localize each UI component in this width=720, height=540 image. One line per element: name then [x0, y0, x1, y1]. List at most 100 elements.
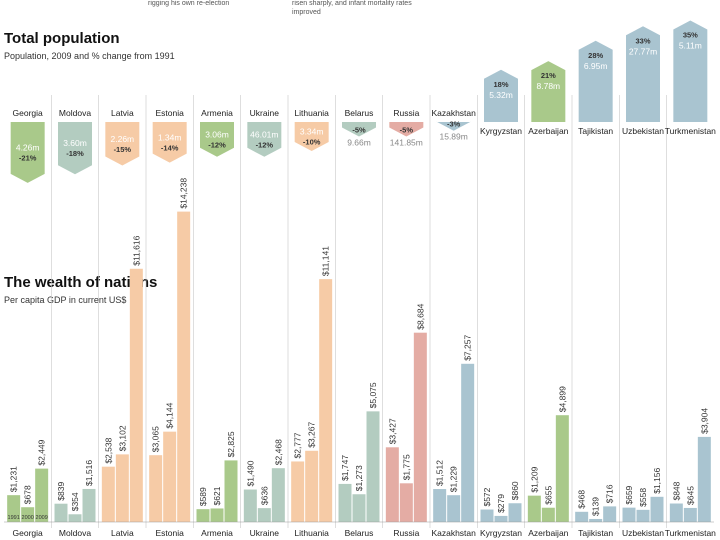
gdp-country-label: Lithuania [294, 528, 329, 538]
gdp-country-label: Moldova [59, 528, 91, 538]
gdp-bar-kyrgyzstan-2000 [494, 515, 508, 522]
population-2009-label: 3.06m [205, 129, 229, 139]
gdp-value-label: $1,747 [340, 455, 350, 481]
gdp-bar-tajikistan-1991 [575, 511, 589, 522]
gdp-value-label: $279 [496, 494, 506, 513]
population-2009-label: 3.34m [300, 127, 324, 137]
gdp-bar-tajikistan-2000 [589, 518, 603, 522]
population-pct-label: -21% [19, 153, 37, 162]
gdp-country-label: Armenia [201, 528, 233, 538]
gdp-bar-russia-2000 [399, 483, 413, 522]
population-country-label: Lithuania [294, 108, 329, 118]
population-subtitle: Population, 2009 and % change from 1991 [4, 51, 175, 61]
population-country-label: Tajikistan [578, 126, 613, 136]
gdp-bar-ukraine-2009 [271, 468, 285, 522]
gdp-value-label: $14,238 [179, 178, 189, 209]
population-arrow-russia [389, 122, 424, 137]
gdp-bar-armenia-1991 [196, 509, 210, 522]
population-arrow-lithuania [294, 122, 329, 151]
header-note-right-line1: risen sharply, and infant mortality rate… [292, 0, 412, 7]
gdp-country-label: Estonia [155, 528, 184, 538]
gdp-bar-latvia-2009 [129, 268, 143, 522]
population-arrow-estonia [152, 122, 187, 163]
gdp-country-label: Russia [393, 528, 419, 538]
gdp-bar-uzbekistan-2000 [636, 509, 650, 522]
gdp-value-label: $716 [605, 484, 615, 503]
gdp-value-label: $558 [638, 488, 648, 507]
population-pct-label: 33% [635, 36, 650, 45]
wealth-title: The wealth of nations [4, 274, 158, 291]
gdp-value-label: $1,156 [652, 468, 662, 494]
gdp-bar-belarus-2000 [352, 494, 366, 522]
population-country-label: Moldova [59, 108, 91, 118]
gdp-value-label: $1,512 [435, 460, 445, 486]
gdp-value-label: $659 [624, 485, 634, 504]
population-country-label: Belarus [345, 108, 374, 118]
gdp-value-label: $11,616 [131, 235, 141, 265]
gdp-bar-armenia-2009 [224, 460, 238, 522]
gdp-value-label: $11,141 [321, 246, 331, 276]
gdp-value-label: $589 [198, 487, 208, 506]
gdp-bar-moldova-1991 [54, 503, 68, 522]
gdp-value-label: $2,777 [293, 432, 303, 458]
gdp-country-label: Uzbekistan [622, 528, 664, 538]
gdp-bar-kazakhstan-1991 [433, 489, 447, 522]
gdp-bar-russia-2009 [413, 332, 427, 522]
gdp-country-label: Turkmenistan [665, 528, 716, 538]
population-arrow-turkmenistan [673, 20, 708, 122]
population-country-label: Kazakhstan [431, 108, 476, 118]
gdp-value-label: $1,273 [354, 465, 364, 491]
population-country-label: Ukraine [250, 108, 280, 118]
population-arrow-moldova [58, 122, 92, 175]
gdp-value-label: $3,904 [699, 408, 709, 434]
gdp-bar-moldova-2000 [68, 514, 82, 522]
population-country-label: Uzbekistan [622, 126, 664, 136]
gdp-value-label: $3,065 [151, 426, 161, 452]
population-title: Total population [4, 30, 120, 47]
gdp-bar-latvia-2000 [115, 454, 129, 522]
gdp-country-label: Kazakhstan [431, 528, 476, 538]
population-pct-label: -14% [161, 143, 179, 152]
gdp-bar-turkmenistan-2000 [683, 507, 697, 522]
gdp-bar-lithuania-2009 [319, 279, 333, 522]
population-country-label: Kyrgyzstan [480, 126, 522, 136]
population-2009-label: 3.60m [63, 138, 87, 148]
gdp-value-label: $354 [70, 492, 80, 511]
population-pct-label: -18% [66, 149, 84, 158]
gdp-bar-estonia-1991 [149, 455, 163, 522]
gdp-bar-azerbaijan-2000 [541, 507, 555, 522]
gdp-bar-armenia-2000 [210, 508, 224, 522]
gdp-bar-kyrgyzstan-2009 [508, 503, 522, 522]
population-pct-label: -12% [256, 140, 274, 149]
population-2009-label: 1.34m [158, 132, 182, 142]
gdp-value-label: $1,209 [529, 466, 539, 492]
gdp-bar-tajikistan-2009 [603, 506, 617, 522]
population-pct-label: -10% [303, 138, 321, 147]
population-2009-label: 46.01m [250, 129, 278, 139]
gdp-country-label: Belarus [345, 528, 374, 538]
population-2009-label: 141.85m [390, 138, 423, 148]
population-arrow-ukraine [247, 122, 282, 157]
population-2009-label: 6.95m [584, 61, 608, 71]
gdp-value-label: $1,516 [84, 460, 94, 486]
header-note-left: rigging his own re-election [148, 0, 230, 7]
gdp-value-label: $572 [482, 487, 492, 506]
population-country-label: Armenia [201, 108, 233, 118]
gdp-value-label: $2,538 [103, 437, 113, 463]
gdp-value-label: $1,229 [449, 466, 459, 492]
gdp-bar-kazakhstan-2000 [447, 495, 461, 522]
header-note-right: risen sharply, and infant mortality rate… [292, 0, 412, 17]
gdp-value-label: $678 [23, 485, 33, 504]
population-arrow-latvia [105, 122, 140, 166]
gdp-value-label: $655 [543, 486, 553, 505]
gdp-bar-georgia-1991 [7, 495, 21, 522]
gdp-year-label: 2009 [36, 515, 48, 521]
population-pct-label: 35% [683, 31, 698, 40]
gdp-value-label: $3,102 [117, 425, 127, 451]
gdp-bar-ukraine-2000 [257, 508, 271, 522]
population-arrow-azerbaijan [531, 61, 566, 122]
population-2009-label: 9.66m [347, 138, 371, 148]
population-country-label: Russia [393, 108, 419, 118]
gdp-value-label: $636 [259, 486, 269, 505]
